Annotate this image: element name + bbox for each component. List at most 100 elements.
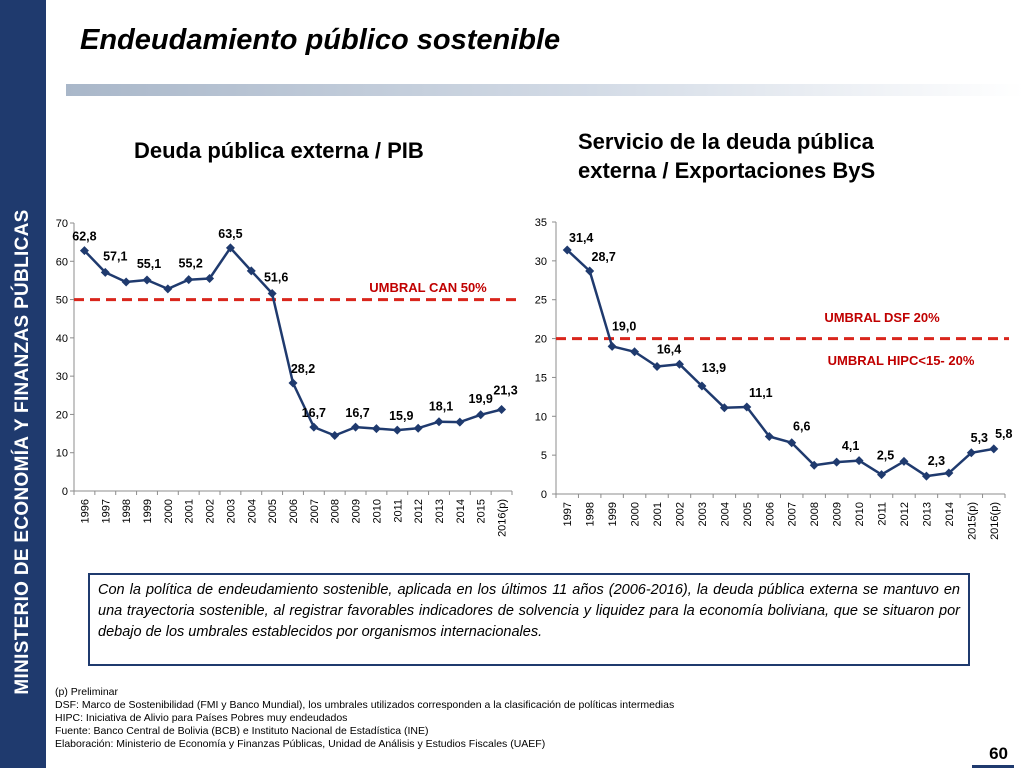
x-tick-label: 1996: [79, 499, 91, 523]
x-tick-label: 1997: [562, 502, 574, 526]
data-label: 19,9: [469, 392, 493, 406]
x-tick-label: 2008: [330, 499, 342, 523]
x-tick-label: 2016(p): [989, 502, 1001, 540]
x-tick-label: 2006: [288, 499, 300, 523]
data-label: 57,1: [103, 249, 127, 263]
y-tick-label: 10: [535, 411, 547, 423]
data-point: [674, 359, 684, 369]
y-tick-label: 0: [62, 486, 68, 498]
data-label: 31,4: [569, 231, 593, 245]
data-point: [832, 457, 842, 467]
x-tick-label: 1998: [121, 499, 133, 523]
data-point: [392, 425, 402, 435]
data-label: 16,4: [657, 343, 681, 357]
data-label: 13,9: [702, 361, 726, 375]
data-point: [697, 381, 707, 391]
page-number: 60: [989, 744, 1008, 763]
footnote-dsf: DSF: Marco de Sostenibilidad (FMI y Banc…: [55, 699, 675, 711]
data-label: 62,8: [72, 230, 96, 244]
data-label: 4,1: [842, 439, 859, 453]
y-tick-label: 60: [56, 256, 68, 268]
y-tick-label: 0: [541, 489, 547, 501]
data-point: [371, 424, 381, 434]
data-point: [630, 347, 640, 357]
x-tick-label: 2011: [392, 499, 404, 523]
data-point: [455, 417, 465, 427]
x-tick-label: 2007: [309, 499, 321, 523]
x-tick-label: 1997: [100, 499, 112, 523]
x-tick-label: 2015: [476, 499, 488, 523]
data-point: [225, 243, 235, 253]
data-point: [764, 431, 774, 441]
data-label: 5,8: [995, 427, 1012, 441]
data-point: [309, 422, 319, 432]
x-tick-label: 2002: [205, 499, 217, 523]
data-label: 16,7: [345, 406, 369, 420]
x-tick-label: 2014: [944, 502, 956, 526]
summary-box: Con la política de endeudamiento sosteni…: [88, 573, 970, 666]
data-point: [476, 410, 486, 420]
x-tick-label: 2004: [719, 502, 731, 526]
footnote-elaboration: Elaboración: Ministerio de Economía y Fi…: [55, 738, 546, 750]
slide-title: Endeudamiento público sostenible: [80, 24, 561, 56]
y-tick-label: 10: [56, 448, 68, 460]
x-tick-label: 2006: [764, 502, 776, 526]
data-label: 55,1: [137, 257, 161, 271]
x-tick-label: 2008: [809, 502, 821, 526]
data-label: 5,3: [971, 431, 988, 445]
data-label: 51,6: [264, 270, 288, 284]
data-point: [562, 245, 572, 255]
y-tick-label: 40: [56, 333, 68, 345]
x-tick-label: 2000: [630, 502, 642, 526]
data-point: [742, 402, 752, 412]
x-tick-label: 2003: [697, 502, 709, 526]
y-tick-label: 70: [56, 218, 68, 230]
x-tick-label: 2013: [921, 502, 933, 526]
x-tick-label: 2004: [246, 499, 258, 523]
data-point: [652, 362, 662, 372]
footnote-hipc: HIPC: Iniciativa de Alivio para Países P…: [55, 712, 348, 724]
data-point: [899, 456, 909, 466]
data-point: [607, 341, 617, 351]
data-point: [205, 274, 215, 284]
y-tick-label: 30: [56, 371, 68, 383]
data-point: [921, 471, 931, 481]
x-tick-label: 2009: [832, 502, 844, 526]
data-label: 55,2: [179, 257, 203, 271]
data-point: [267, 288, 277, 298]
data-point: [787, 438, 797, 448]
data-point: [719, 403, 729, 413]
x-tick-label: 2013: [434, 499, 446, 523]
data-point: [330, 430, 340, 440]
data-point: [100, 267, 110, 277]
y-tick-label: 50: [56, 295, 68, 307]
y-tick-label: 35: [535, 217, 547, 229]
data-label: 28,7: [592, 250, 616, 264]
x-tick-label: 2010: [854, 502, 866, 526]
data-label: 28,2: [291, 362, 315, 376]
summary-text: Con la política de endeudamiento sosteni…: [98, 582, 960, 640]
data-point: [142, 275, 152, 285]
data-label: 6,6: [793, 420, 810, 434]
x-tick-label: 1998: [585, 502, 597, 526]
data-point: [434, 417, 444, 427]
data-label: 2,5: [877, 449, 894, 463]
data-label: 16,7: [302, 406, 326, 420]
data-point: [497, 404, 507, 414]
x-tick-label: 1999: [142, 499, 154, 523]
y-tick-label: 20: [56, 409, 68, 421]
x-tick-label: 2010: [371, 499, 383, 523]
threshold-annotation: UMBRAL HIPC<15- 20%: [828, 353, 975, 368]
data-point: [79, 246, 89, 256]
sidebar-banner: MINISTERIO DE ECONOMÍA Y FINANZAS PÚBLIC…: [0, 0, 46, 768]
footnote-preliminary: (p) Preliminar: [55, 686, 119, 698]
data-point: [163, 284, 173, 294]
data-point: [288, 378, 298, 388]
data-point: [121, 277, 131, 287]
x-tick-label: 2000: [163, 499, 175, 523]
y-tick-label: 25: [535, 295, 547, 307]
series-line: [566, 249, 995, 478]
data-point: [989, 444, 999, 454]
threshold-label: UMBRAL CAN 50%: [369, 280, 487, 295]
